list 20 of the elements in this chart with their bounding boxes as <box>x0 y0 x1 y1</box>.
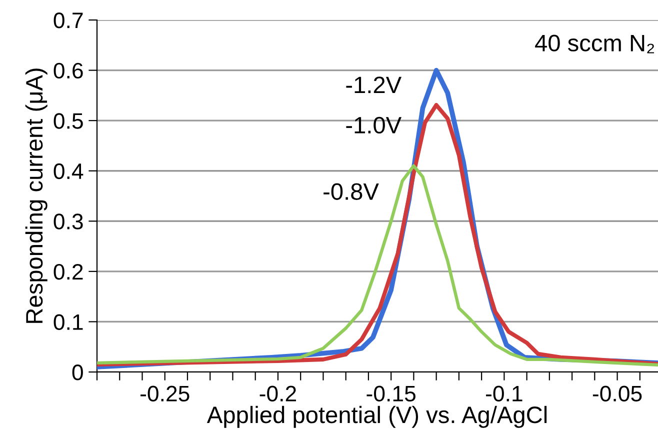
y-tick-label: 0.3 <box>54 214 83 230</box>
y-tick-label: 0.6 <box>54 62 83 79</box>
x-tick-label: -0.15 <box>366 386 416 402</box>
x-tick-label: -0.25 <box>140 386 190 402</box>
y-tick-label: 0.5 <box>54 113 83 129</box>
y-tick-label: 0 <box>72 364 83 380</box>
series-label: -1.2V <box>346 76 402 94</box>
x-tick-label: -0.05 <box>592 386 642 402</box>
y-tick-label: 0.2 <box>54 264 83 280</box>
y-axis-title: Responding current (μA) <box>25 68 48 323</box>
annotation: 40 sccm N₂ <box>535 34 654 54</box>
y-tick-label: 0.4 <box>54 163 84 180</box>
x-tick-label: -0.2 <box>260 386 296 402</box>
line-series <box>97 164 658 367</box>
series-label: -0.8V <box>324 183 379 200</box>
y-tick-label: 0.7 <box>54 12 83 28</box>
series-label: -1.0V <box>346 116 402 134</box>
x-tick-label: -0.1 <box>486 386 522 402</box>
y-tick-label: 0.1 <box>54 314 83 330</box>
x-axis-title: Applied potential (V) vs. Ag/AgCl <box>206 406 547 428</box>
